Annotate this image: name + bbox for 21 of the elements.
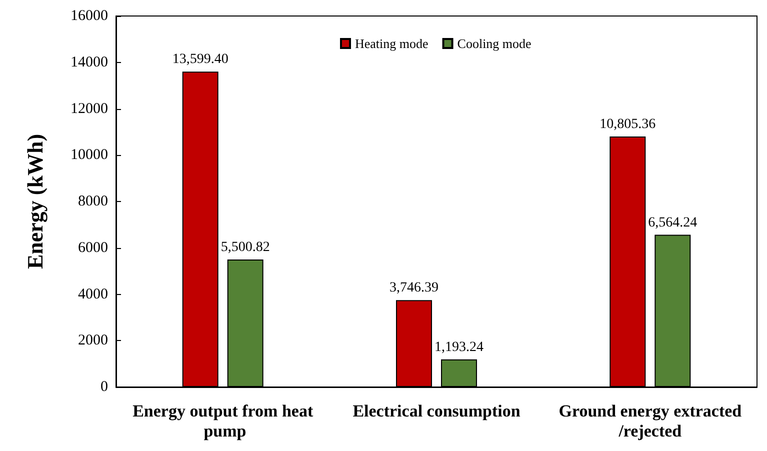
y-tick-label: 8000	[78, 194, 108, 210]
legend-label: Cooling mode	[457, 36, 532, 51]
y-tick-label: 6000	[78, 240, 108, 256]
y-tick-label: 14000	[70, 54, 108, 70]
x-tick-label: Ground energy extracted/rejected	[558, 402, 742, 440]
y-tick-label: 4000	[78, 286, 108, 302]
x-tick-label: Electrical consumption	[352, 402, 521, 420]
y-axis-title: Energy (kWh)	[22, 134, 48, 270]
x-tick-label: Energy output from heat pump	[132, 402, 314, 440]
data-label: 13,599.40	[172, 52, 228, 68]
y-tick-label: 0	[100, 379, 108, 395]
data-label: 3,746.39	[390, 280, 438, 296]
y-tick-label: 16000	[70, 8, 108, 24]
data-label: 6,564.24	[648, 215, 698, 230]
y-tick-label: 10000	[70, 147, 108, 164]
data-label: 1,193.24	[434, 340, 484, 355]
data-label: 5,500.82	[220, 240, 270, 255]
data-label: 10,805.36	[600, 116, 656, 132]
y-tick-label: 12000	[70, 100, 108, 117]
y-tick-label: 2000	[78, 332, 108, 349]
legend-label: Heating mode	[355, 36, 429, 51]
